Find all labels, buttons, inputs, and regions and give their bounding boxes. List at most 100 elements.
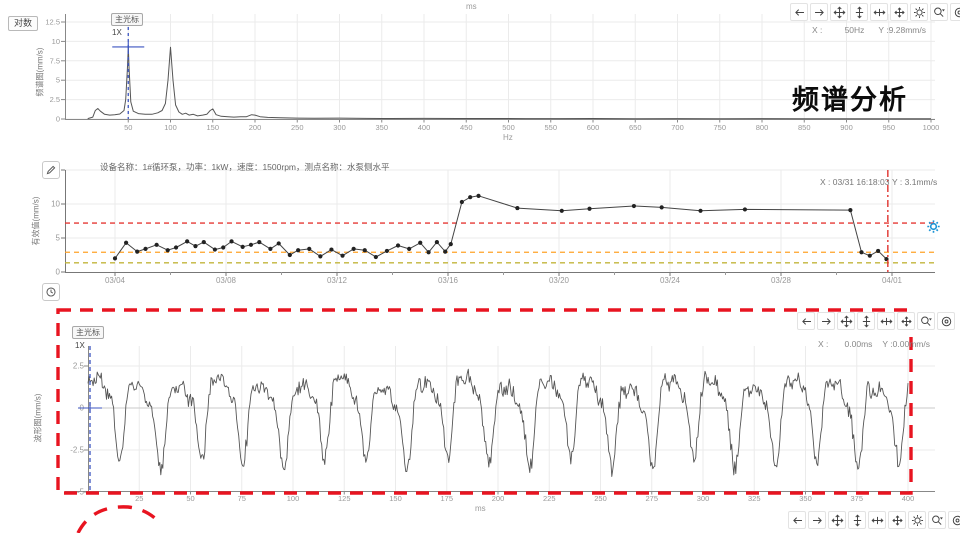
zoom-select-icon bbox=[933, 7, 945, 17]
zoom-select-button[interactable] bbox=[930, 3, 948, 21]
trend-data-point bbox=[248, 242, 254, 247]
reset-button[interactable] bbox=[948, 511, 960, 529]
spectrum-x-tick-label: 300 bbox=[333, 123, 346, 132]
trend-data-point bbox=[443, 249, 448, 254]
spectrum-y-tick-label: 10 bbox=[52, 37, 60, 46]
trend-data-point bbox=[307, 246, 312, 251]
spectrum-x-axis-unit: Hz bbox=[503, 133, 513, 142]
fit-vertical-icon bbox=[855, 6, 863, 18]
fit-horizontal-button[interactable] bbox=[877, 312, 895, 330]
trend-data-point bbox=[395, 243, 401, 248]
waveform-y-tick-label: -5 bbox=[77, 488, 85, 497]
trend-readout-x: X : 03/31 16:18:03 bbox=[820, 177, 890, 187]
fit-vertical-button[interactable] bbox=[848, 511, 866, 529]
trend-data-point bbox=[459, 199, 464, 205]
spectrum-x-tick-label: 900 bbox=[840, 123, 853, 132]
arrow-right-button[interactable] bbox=[817, 312, 835, 330]
spectrum-x-tick-label: 1000 bbox=[923, 123, 940, 132]
trend-settings-button[interactable] bbox=[925, 218, 942, 235]
trend-data-point bbox=[867, 253, 872, 258]
trend-data-point bbox=[515, 205, 520, 211]
waveform-x-tick-label: 275 bbox=[645, 494, 658, 503]
trend-data-point bbox=[384, 248, 390, 254]
trend-data-point bbox=[418, 240, 423, 245]
trend-x-tick-label: 03/28 bbox=[771, 276, 792, 285]
gear-button[interactable] bbox=[910, 3, 928, 21]
pan-button[interactable] bbox=[830, 3, 848, 21]
trend-data-point bbox=[143, 246, 148, 251]
spectrum-x-tick-label: 400 bbox=[418, 123, 431, 132]
waveform-y-axis-title: 波形图(mm/s) bbox=[33, 393, 43, 443]
trend-data-point bbox=[212, 247, 217, 252]
pan-button[interactable] bbox=[828, 511, 846, 529]
spectrum-y-tick-label: 7.5 bbox=[50, 56, 60, 65]
waveform-x-tick-label: 250 bbox=[594, 494, 607, 503]
log-scale-button[interactable]: 对数 bbox=[8, 16, 39, 31]
reset-button[interactable] bbox=[950, 3, 960, 21]
fit-horizontal-icon bbox=[880, 317, 892, 325]
arrow-right-icon bbox=[821, 317, 831, 325]
spectrum-y-axis-title: 频谱图(mm/s) bbox=[35, 47, 45, 97]
arrow-left-button[interactable] bbox=[797, 312, 815, 330]
arrow-left-button[interactable] bbox=[788, 511, 806, 529]
arrow-left-button[interactable] bbox=[790, 3, 808, 21]
arrow-left-icon bbox=[794, 8, 804, 16]
waveform-y-tick-label: -2.5 bbox=[70, 446, 84, 455]
trend-data-point bbox=[154, 242, 159, 247]
trend-data-point bbox=[193, 244, 198, 249]
pan-icon bbox=[831, 514, 843, 526]
zoom-select-button[interactable] bbox=[917, 312, 935, 330]
trend-data-point bbox=[287, 252, 292, 258]
zoom-select-icon bbox=[931, 515, 943, 525]
time-range-button[interactable] bbox=[42, 283, 60, 301]
fit-horizontal-icon bbox=[871, 516, 883, 524]
trend-data-point bbox=[631, 203, 637, 209]
spectrum-x-tick-label: 950 bbox=[882, 123, 895, 132]
trend-data-point bbox=[468, 195, 473, 200]
waveform-y-tick-label: 2.5 bbox=[73, 362, 85, 371]
fit-all-button[interactable] bbox=[897, 312, 915, 330]
arrow-right-button[interactable] bbox=[808, 511, 826, 529]
spectrum-x-tick-label: 200 bbox=[249, 123, 262, 132]
highlight-arc bbox=[76, 505, 160, 533]
fit-vertical-button[interactable] bbox=[850, 3, 868, 21]
waveform-x-tick-label: 300 bbox=[697, 494, 710, 503]
waveform-x-tick-label: 200 bbox=[492, 494, 505, 503]
trend-data-point bbox=[426, 250, 431, 255]
spectrum-x-tick-label: 650 bbox=[629, 123, 642, 132]
spectrum-main-cursor-chip[interactable]: 主光标 bbox=[111, 13, 143, 26]
spectrum-x-tick-label: 150 bbox=[206, 123, 219, 132]
trend-data-point bbox=[859, 250, 864, 255]
trend-x-tick-label: 03/16 bbox=[438, 276, 459, 285]
trend-y-axis-title: 有效值(mm/s) bbox=[31, 196, 41, 246]
reset-button[interactable] bbox=[937, 312, 955, 330]
gear-button[interactable] bbox=[908, 511, 926, 529]
fit-all-button[interactable] bbox=[888, 511, 906, 529]
pan-button[interactable] bbox=[837, 312, 855, 330]
fit-horizontal-button[interactable] bbox=[870, 3, 888, 21]
waveform-highlight-rect bbox=[56, 308, 913, 495]
zoom-select-button[interactable] bbox=[928, 511, 946, 529]
spectrum-cursor-order-label: 1X bbox=[112, 28, 122, 37]
pan-icon bbox=[840, 315, 852, 327]
fit-all-button[interactable] bbox=[890, 3, 908, 21]
trend-y-tick-label: 5 bbox=[56, 234, 61, 243]
fit-vertical-icon bbox=[862, 315, 870, 327]
fit-all-icon bbox=[893, 6, 905, 18]
trend-x-tick-label: 03/08 bbox=[216, 276, 237, 285]
trend-data-point bbox=[318, 254, 323, 259]
trend-data-point bbox=[135, 249, 140, 254]
waveform-x-tick-label: 25 bbox=[135, 494, 143, 503]
fit-vertical-button[interactable] bbox=[857, 312, 875, 330]
spectrum-x-tick-label: 600 bbox=[587, 123, 600, 132]
fit-horizontal-button[interactable] bbox=[868, 511, 886, 529]
edit-button[interactable] bbox=[42, 161, 60, 179]
waveform-x-tick-label: 325 bbox=[748, 494, 761, 503]
trend-y-tick-label: 0 bbox=[56, 268, 61, 277]
trend-x-tick-label: 04/01 bbox=[882, 276, 903, 285]
reset-icon bbox=[941, 316, 951, 326]
arrow-right-button[interactable] bbox=[810, 3, 828, 21]
trend-data-point bbox=[351, 246, 356, 251]
waveform-main-cursor-chip[interactable]: 主光标 bbox=[72, 326, 104, 339]
